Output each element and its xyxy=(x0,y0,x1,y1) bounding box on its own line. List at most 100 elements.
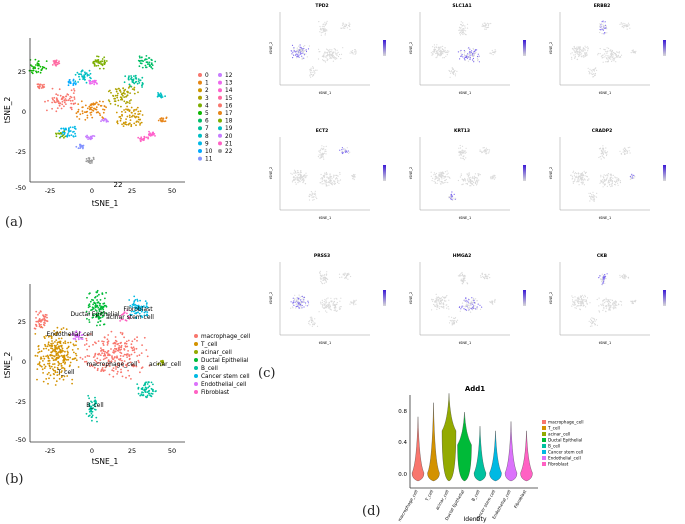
feature-point xyxy=(304,183,307,185)
feature-point xyxy=(579,46,581,48)
celltype-point xyxy=(43,317,46,320)
feature-point xyxy=(602,278,604,280)
feature-point xyxy=(473,61,475,63)
feature-point xyxy=(461,145,464,147)
feature-point xyxy=(611,185,613,187)
cluster-14-point xyxy=(151,132,154,135)
feature-point xyxy=(592,191,594,193)
feature-point xyxy=(350,301,352,303)
feature-point xyxy=(441,171,443,173)
feature-point xyxy=(582,55,584,57)
feature-point xyxy=(432,300,434,302)
feature-point xyxy=(605,175,607,177)
feature-point xyxy=(615,301,617,303)
feature-point xyxy=(581,294,583,296)
cluster-1-point xyxy=(95,111,98,114)
feature-point xyxy=(322,305,324,307)
celltype-point xyxy=(112,351,115,354)
celltype-point xyxy=(118,358,120,361)
celltype-point xyxy=(140,310,143,313)
feature-point xyxy=(613,58,615,60)
feature-point xyxy=(622,276,624,278)
feature-point xyxy=(446,307,448,309)
legend-swatch xyxy=(198,141,202,146)
legend-entry: 7 xyxy=(205,126,209,132)
feature-point xyxy=(339,276,341,279)
cluster-0-point xyxy=(58,102,60,105)
feature-point xyxy=(474,301,476,304)
feature-point xyxy=(466,27,469,29)
celltype-point xyxy=(96,301,99,304)
legend-entry-5: Cancer stem cell xyxy=(201,374,250,380)
feature-point xyxy=(296,170,298,172)
cluster-2-point xyxy=(137,121,140,123)
feature-point xyxy=(623,273,625,275)
feature-point xyxy=(447,176,449,178)
celltype-point xyxy=(38,361,41,364)
feature-point xyxy=(305,172,307,174)
celltype-point xyxy=(53,377,55,380)
feature-point xyxy=(463,57,465,60)
celltype-point xyxy=(42,355,45,358)
feature-point xyxy=(600,158,602,160)
cluster-7-point xyxy=(127,78,130,81)
feature-point xyxy=(434,182,436,184)
legend-swatch xyxy=(198,95,202,100)
feature-point xyxy=(599,182,601,184)
feature-point xyxy=(329,55,331,57)
cluster-1-point xyxy=(84,118,87,121)
feature-point xyxy=(610,49,612,51)
feature-point xyxy=(321,156,323,158)
feature-point xyxy=(591,198,593,200)
feature-point xyxy=(463,180,465,182)
feature-point xyxy=(434,49,437,51)
feature-point xyxy=(462,25,464,27)
cluster-1-point xyxy=(98,112,101,115)
feature-point xyxy=(312,194,314,196)
celltype-point xyxy=(99,299,102,301)
feature-point xyxy=(624,278,626,280)
feature-point xyxy=(461,55,463,57)
feature-point xyxy=(314,192,316,194)
panel-b-xtick: 50 xyxy=(168,447,176,455)
feature-point xyxy=(581,53,583,55)
feature-point xyxy=(339,306,341,308)
feature-point xyxy=(602,153,604,156)
feature-point xyxy=(614,52,617,55)
cluster-5-point xyxy=(45,60,48,62)
feature-point xyxy=(580,296,582,298)
feature-point xyxy=(585,171,587,173)
celltype-point xyxy=(90,407,93,410)
cluster-2-point xyxy=(134,112,137,115)
feature-point xyxy=(629,176,631,178)
feature-point xyxy=(606,52,608,55)
feature-point xyxy=(617,178,620,180)
cluster-8-point xyxy=(85,81,88,84)
cluster-1-point xyxy=(92,109,95,112)
feature-point xyxy=(300,46,302,49)
feature-point xyxy=(464,150,466,153)
feature-point xyxy=(600,26,602,28)
celltype-point xyxy=(97,312,100,315)
feature-point xyxy=(577,46,579,48)
feature-point xyxy=(348,272,350,274)
celltype-point xyxy=(34,333,37,335)
cluster-15-point xyxy=(55,63,57,66)
celltype-point xyxy=(159,360,162,363)
feature-point xyxy=(300,171,302,174)
feature-plot-ylabel: tSNE_2 xyxy=(409,42,413,54)
cluster-6-point xyxy=(137,59,140,62)
feature-point xyxy=(460,174,462,177)
feature-point xyxy=(611,182,613,184)
feature-point xyxy=(314,322,316,324)
feature-point xyxy=(439,52,441,54)
legend-entry: 4 xyxy=(205,103,209,109)
feature-point xyxy=(323,54,325,56)
feature-point xyxy=(459,32,461,34)
celltype-point xyxy=(88,355,91,357)
celltype-point xyxy=(96,369,99,372)
cluster-19-point xyxy=(161,96,164,98)
feature-point xyxy=(624,147,626,149)
legend-swatch xyxy=(218,103,222,108)
